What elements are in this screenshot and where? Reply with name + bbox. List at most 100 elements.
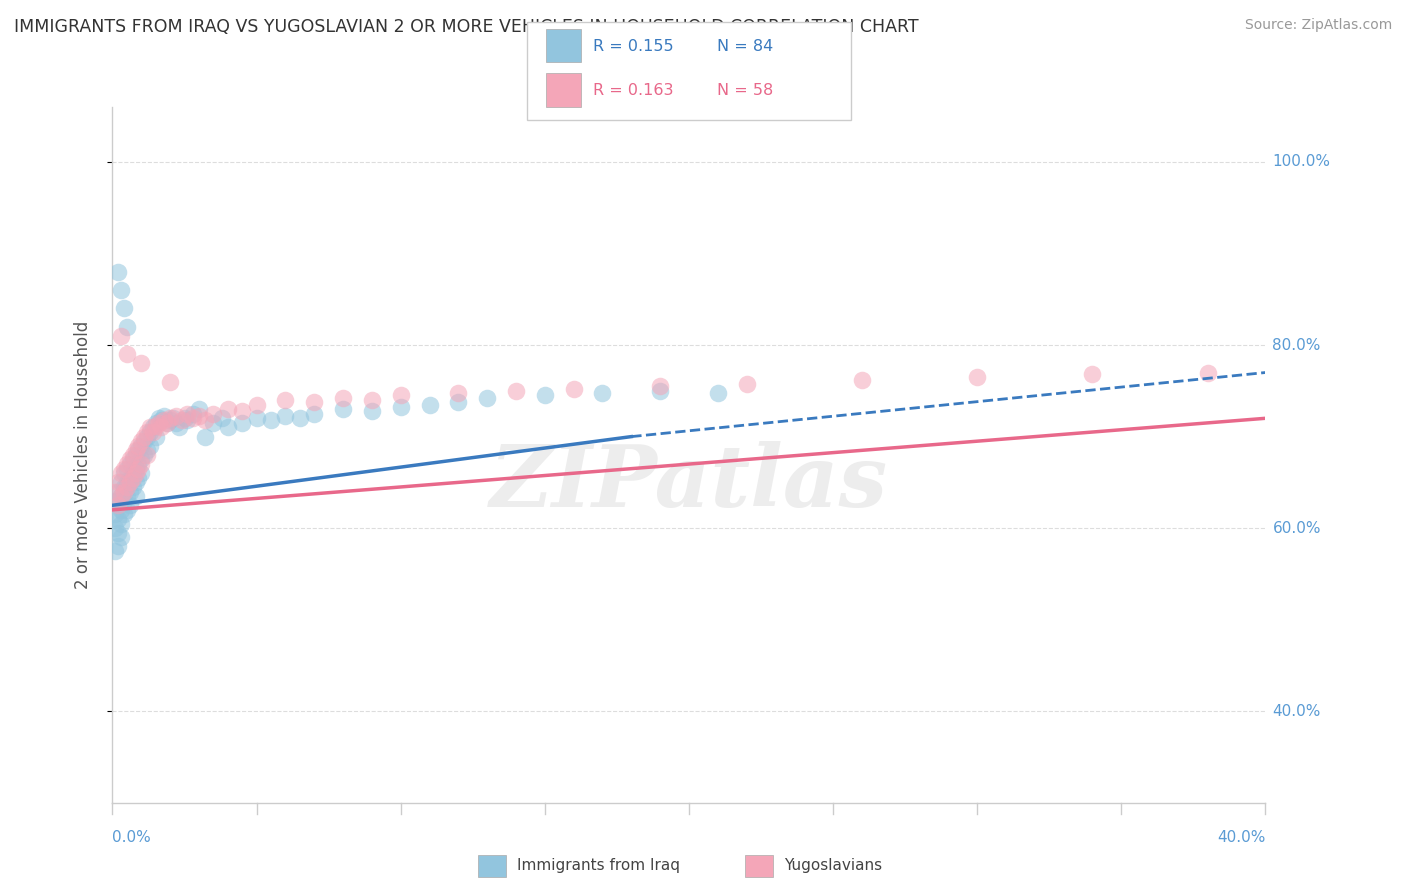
- Point: [121, 467, 143, 481]
- Point: [188, 409, 211, 424]
- Point: [156, 416, 179, 430]
- Point: [145, 416, 167, 430]
- Point: [136, 429, 159, 443]
- Point: [107, 498, 129, 512]
- Point: [165, 409, 187, 424]
- Text: IMMIGRANTS FROM IRAQ VS YUGOSLAVIAN 2 OR MORE VEHICLES IN HOUSEHOLD CORRELATION : IMMIGRANTS FROM IRAQ VS YUGOSLAVIAN 2 OR…: [14, 18, 918, 36]
- Point: [110, 475, 132, 490]
- Point: [104, 508, 127, 522]
- Point: [110, 489, 132, 503]
- Point: [107, 484, 129, 499]
- Point: [129, 452, 153, 467]
- Point: [118, 475, 141, 490]
- Point: [562, 382, 585, 396]
- Point: [332, 391, 354, 405]
- Text: 40.0%: 40.0%: [1272, 704, 1320, 719]
- Point: [110, 283, 132, 297]
- Point: [110, 489, 132, 503]
- Point: [419, 398, 441, 412]
- Point: [533, 388, 555, 402]
- Point: [115, 489, 138, 503]
- Point: [150, 413, 173, 427]
- Point: [304, 394, 326, 409]
- Point: [148, 416, 170, 430]
- Point: [129, 439, 153, 453]
- Point: [110, 329, 132, 343]
- Point: [121, 448, 143, 462]
- Point: [389, 401, 412, 415]
- Point: [447, 394, 470, 409]
- Text: 40.0%: 40.0%: [1218, 830, 1265, 845]
- Point: [304, 407, 326, 421]
- Point: [194, 429, 217, 443]
- Point: [127, 443, 149, 458]
- Point: [231, 404, 253, 418]
- Point: [202, 407, 225, 421]
- Point: [245, 411, 267, 425]
- Point: [142, 425, 165, 439]
- Text: Yugoslavians: Yugoslavians: [785, 858, 883, 872]
- Point: [112, 467, 135, 481]
- Point: [139, 425, 162, 439]
- Point: [124, 448, 146, 462]
- Point: [134, 448, 156, 462]
- Point: [110, 530, 132, 544]
- Text: 0.0%: 0.0%: [112, 830, 152, 845]
- Text: Source: ZipAtlas.com: Source: ZipAtlas.com: [1244, 18, 1392, 32]
- Point: [107, 265, 129, 279]
- Point: [217, 420, 239, 434]
- Point: [148, 411, 170, 425]
- Point: [124, 489, 146, 503]
- Point: [129, 457, 153, 471]
- Point: [112, 484, 135, 499]
- Text: N = 84: N = 84: [717, 39, 773, 54]
- Text: 100.0%: 100.0%: [1272, 154, 1330, 169]
- Point: [110, 516, 132, 531]
- Point: [129, 434, 153, 449]
- Point: [139, 420, 162, 434]
- Point: [110, 467, 132, 481]
- Point: [156, 416, 179, 430]
- Point: [217, 402, 239, 417]
- Point: [735, 376, 758, 391]
- Point: [110, 503, 132, 517]
- Point: [121, 471, 143, 485]
- Y-axis label: 2 or more Vehicles in Household: 2 or more Vehicles in Household: [73, 321, 91, 589]
- Point: [194, 413, 217, 427]
- Point: [104, 484, 127, 499]
- Text: 80.0%: 80.0%: [1272, 337, 1320, 352]
- Point: [112, 480, 135, 494]
- Point: [127, 461, 149, 475]
- Point: [245, 398, 267, 412]
- Text: R = 0.155: R = 0.155: [593, 39, 673, 54]
- Point: [107, 475, 129, 490]
- Point: [173, 411, 195, 425]
- Point: [118, 484, 141, 499]
- Point: [112, 301, 135, 316]
- Point: [447, 385, 470, 400]
- Point: [202, 416, 225, 430]
- Point: [159, 413, 181, 427]
- Point: [145, 418, 167, 433]
- Point: [115, 475, 138, 490]
- Point: [129, 356, 153, 370]
- Point: [592, 385, 614, 400]
- Point: [150, 420, 173, 434]
- Point: [104, 493, 127, 508]
- Point: [115, 319, 138, 334]
- Point: [332, 402, 354, 417]
- Point: [274, 409, 297, 424]
- Point: [136, 425, 159, 439]
- Point: [966, 370, 988, 384]
- Point: [145, 429, 167, 443]
- Point: [124, 461, 146, 475]
- Point: [1197, 366, 1219, 380]
- Point: [153, 413, 176, 427]
- Point: [104, 544, 127, 558]
- Point: [115, 347, 138, 361]
- Point: [121, 480, 143, 494]
- Point: [260, 413, 283, 427]
- Point: [121, 452, 143, 467]
- Text: R = 0.163: R = 0.163: [593, 84, 673, 98]
- Point: [360, 392, 382, 407]
